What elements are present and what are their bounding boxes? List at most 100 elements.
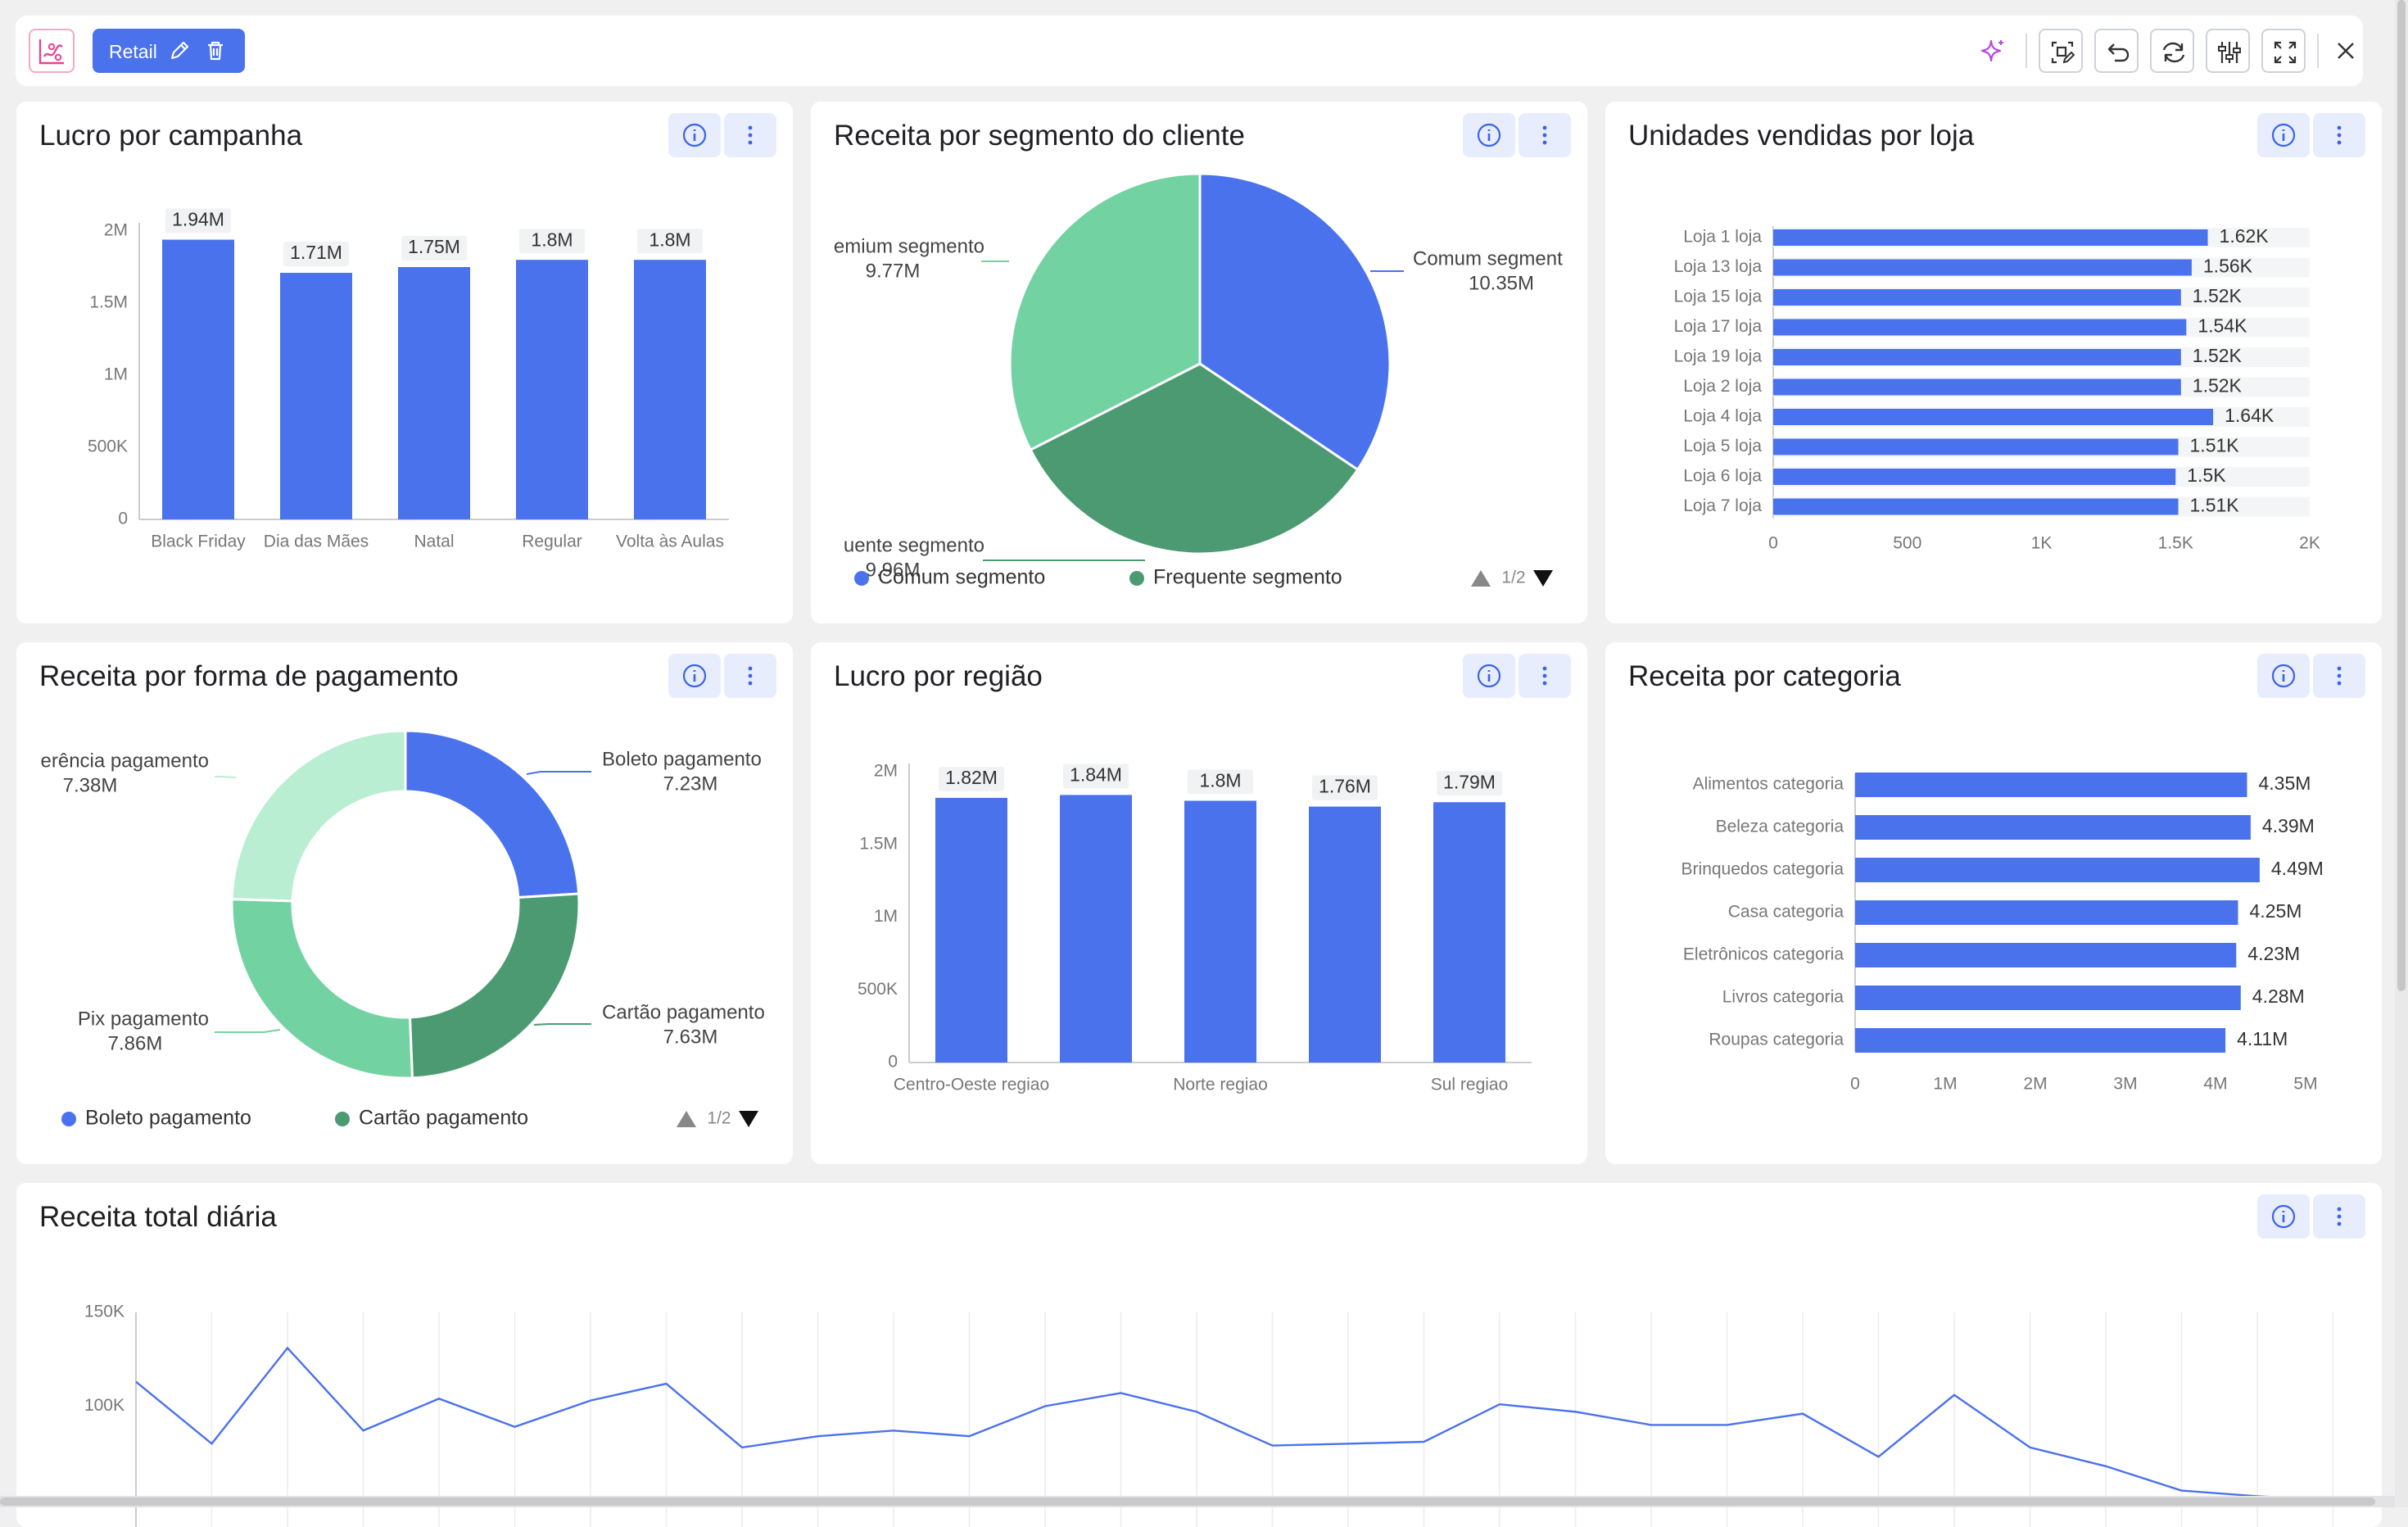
card-title: Unidades vendidas por loja <box>1628 120 1975 152</box>
bar-data-label: 1.52K <box>2193 375 2243 396</box>
more-options-button[interactable] <box>1519 654 1571 698</box>
bar-data-label: 4.49M <box>2271 858 2324 879</box>
bar <box>935 797 1007 1063</box>
bar-data-label: 1.84M <box>1070 764 1122 785</box>
legend-page-indicator: 1/2 <box>1501 569 1525 587</box>
more-vertical-icon <box>748 125 753 145</box>
scrollbar-thumb[interactable] <box>2397 0 2406 991</box>
more-options-button[interactable] <box>724 654 776 698</box>
dashboard-tag-label: Retail <box>109 41 157 62</box>
bar-data-label: 1.56K <box>2203 256 2253 277</box>
legend-marker <box>854 571 869 586</box>
screenshot-edit-button[interactable] <box>2039 29 2083 73</box>
callout-name: Boleto pagamento <box>602 748 762 770</box>
info-button[interactable] <box>2257 113 2310 157</box>
bar <box>1855 773 2247 797</box>
info-button[interactable] <box>1463 113 1515 157</box>
x-tick-label: Black Friday <box>151 532 246 551</box>
bar <box>1773 498 2179 515</box>
info-button[interactable] <box>1463 654 1515 698</box>
trash-icon[interactable] <box>204 39 227 67</box>
fullscreen-icon <box>2274 41 2297 64</box>
pie-slice <box>408 892 581 1080</box>
data-label-bg <box>283 242 349 267</box>
horizontal-scrollbar[interactable] <box>0 1496 2395 1507</box>
more-options-button[interactable] <box>724 113 776 157</box>
vertical-scrollbar[interactable] <box>2395 0 2408 1507</box>
more-options-button[interactable] <box>2313 1194 2365 1239</box>
chart-card-receita-segmento: Comum segment 10.35M emium segmento 9.77M ue… <box>811 102 1587 623</box>
callout-line <box>215 1029 281 1033</box>
bar-data-label: 1.51K <box>2190 435 2240 456</box>
info-button[interactable] <box>668 113 721 157</box>
pie-slice <box>404 729 581 899</box>
y-tick-label: Alimentos categoria <box>1693 775 1844 794</box>
y-tick-label: 100K <box>84 1396 124 1415</box>
more-options-button[interactable] <box>2313 654 2365 698</box>
dashboard-tag-button[interactable]: Retail <box>93 29 245 73</box>
legend-marker <box>61 1112 76 1126</box>
callout-value: 7.38M <box>63 774 118 796</box>
x-tick-label: Centro-Oeste regiao <box>894 1076 1049 1094</box>
bar <box>1433 802 1505 1063</box>
undo-icon <box>2107 43 2130 62</box>
refresh-button[interactable] <box>2150 29 2194 73</box>
x-tick-label: Natal <box>414 532 454 551</box>
y-tick-label: Roupas categoria <box>1709 1031 1844 1049</box>
app-logo-button[interactable] <box>29 29 75 73</box>
y-tick-label: Brinquedos categoria <box>1682 860 1844 879</box>
chart-card-receita-categoria: Alimentos categoria 4.35M Beleza categoria… <box>1605 642 2382 1164</box>
bar-chart-regiao: 0 500K 1M 1.5M 2M 1.82M Centro-Oeste regiao 1.8… <box>858 762 1532 1094</box>
data-label-bg <box>1188 769 1253 795</box>
bar-data-label: 1.8M <box>649 229 690 250</box>
fullscreen-button[interactable] <box>2261 29 2306 73</box>
info-button[interactable] <box>2257 1194 2310 1239</box>
callout-name: erência pagamento <box>41 750 209 772</box>
undo-button[interactable] <box>2094 29 2139 73</box>
x-tick-label: Norte regiao <box>1173 1076 1268 1094</box>
more-vertical-icon <box>2337 1207 2342 1226</box>
bar-data-label: 1.82M <box>945 767 998 788</box>
x-tick-label: 2M <box>2023 1075 2047 1094</box>
x-tick-label: 5M <box>2293 1075 2317 1094</box>
bar <box>1855 815 2251 840</box>
bar <box>1773 378 2181 396</box>
edit-pencil-icon[interactable] <box>168 39 191 67</box>
bar-data-label: 1.64K <box>2225 405 2274 426</box>
filters-icon <box>2218 42 2241 63</box>
line-chart-diaria: 100K 150K <box>84 1303 2382 1527</box>
ai-sparkle-button[interactable] <box>1970 29 2014 73</box>
card-title: Receita por categoria <box>1628 660 1901 692</box>
info-button[interactable] <box>2257 654 2310 698</box>
callout-value: 10.35M <box>1469 272 1534 294</box>
close-button[interactable] <box>2324 29 2368 73</box>
bar <box>634 260 706 519</box>
x-tick-label: 0 <box>1768 534 1778 553</box>
info-button[interactable] <box>668 654 721 698</box>
x-tick-label: 0 <box>1850 1075 1860 1094</box>
bar-data-label: 1.52K <box>2193 285 2243 306</box>
filters-button[interactable] <box>2206 29 2250 73</box>
bar-data-label: 1.51K <box>2190 495 2240 516</box>
y-tick-label: 1.5M <box>859 834 898 853</box>
bar-chart-campanha: 0 500K 1M 1.5M 2M 1.94M Black Friday 1.71M Dia d… <box>88 208 729 551</box>
legend-label: Boleto pagamento <box>85 1107 251 1130</box>
more-options-button[interactable] <box>2313 113 2365 157</box>
toolbar-divider <box>2026 34 2027 68</box>
data-label-bg <box>1437 771 1502 796</box>
callout-value: 7.23M <box>663 773 718 795</box>
y-tick-label: Loja 13 loja <box>1674 257 1763 276</box>
bar <box>516 260 588 519</box>
callout-value: 9.77M <box>866 260 921 282</box>
bar <box>1855 943 2237 967</box>
y-tick-label: 0 <box>888 1053 898 1072</box>
data-label-bg <box>637 229 703 254</box>
bar <box>398 267 470 519</box>
scrollbar-thumb[interactable] <box>0 1498 2375 1506</box>
data-label-bg <box>1063 764 1129 789</box>
series-line <box>135 1346 2382 1504</box>
bar-data-label: 1.8M <box>531 229 573 250</box>
more-options-button[interactable] <box>1519 113 1571 157</box>
bar <box>1773 229 2208 246</box>
y-tick-label: Loja 7 loja <box>1683 496 1762 515</box>
